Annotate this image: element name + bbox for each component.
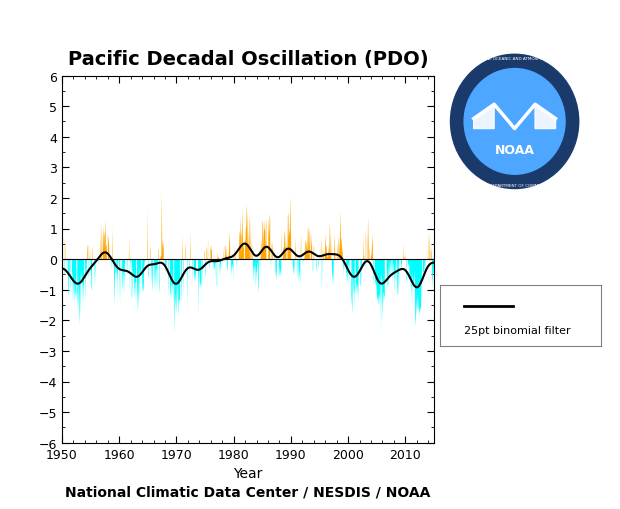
X-axis label: Year: Year (233, 466, 263, 480)
Circle shape (464, 69, 565, 175)
Text: 25pt binomial filter: 25pt binomial filter (464, 326, 571, 336)
Text: NOAA: NOAA (495, 144, 534, 157)
Text: National Climatic Data Center / NESDIS / NOAA: National Climatic Data Center / NESDIS /… (65, 485, 431, 499)
Circle shape (451, 55, 578, 189)
Text: NATIONAL OCEANIC AND ATMOSPHERIC  ®: NATIONAL OCEANIC AND ATMOSPHERIC ® (471, 56, 559, 61)
Title: Pacific Decadal Oscillation (PDO): Pacific Decadal Oscillation (PDO) (68, 50, 428, 69)
Text: U.S. DEPARTMENT OF COMMERCE: U.S. DEPARTMENT OF COMMERCE (480, 184, 549, 188)
